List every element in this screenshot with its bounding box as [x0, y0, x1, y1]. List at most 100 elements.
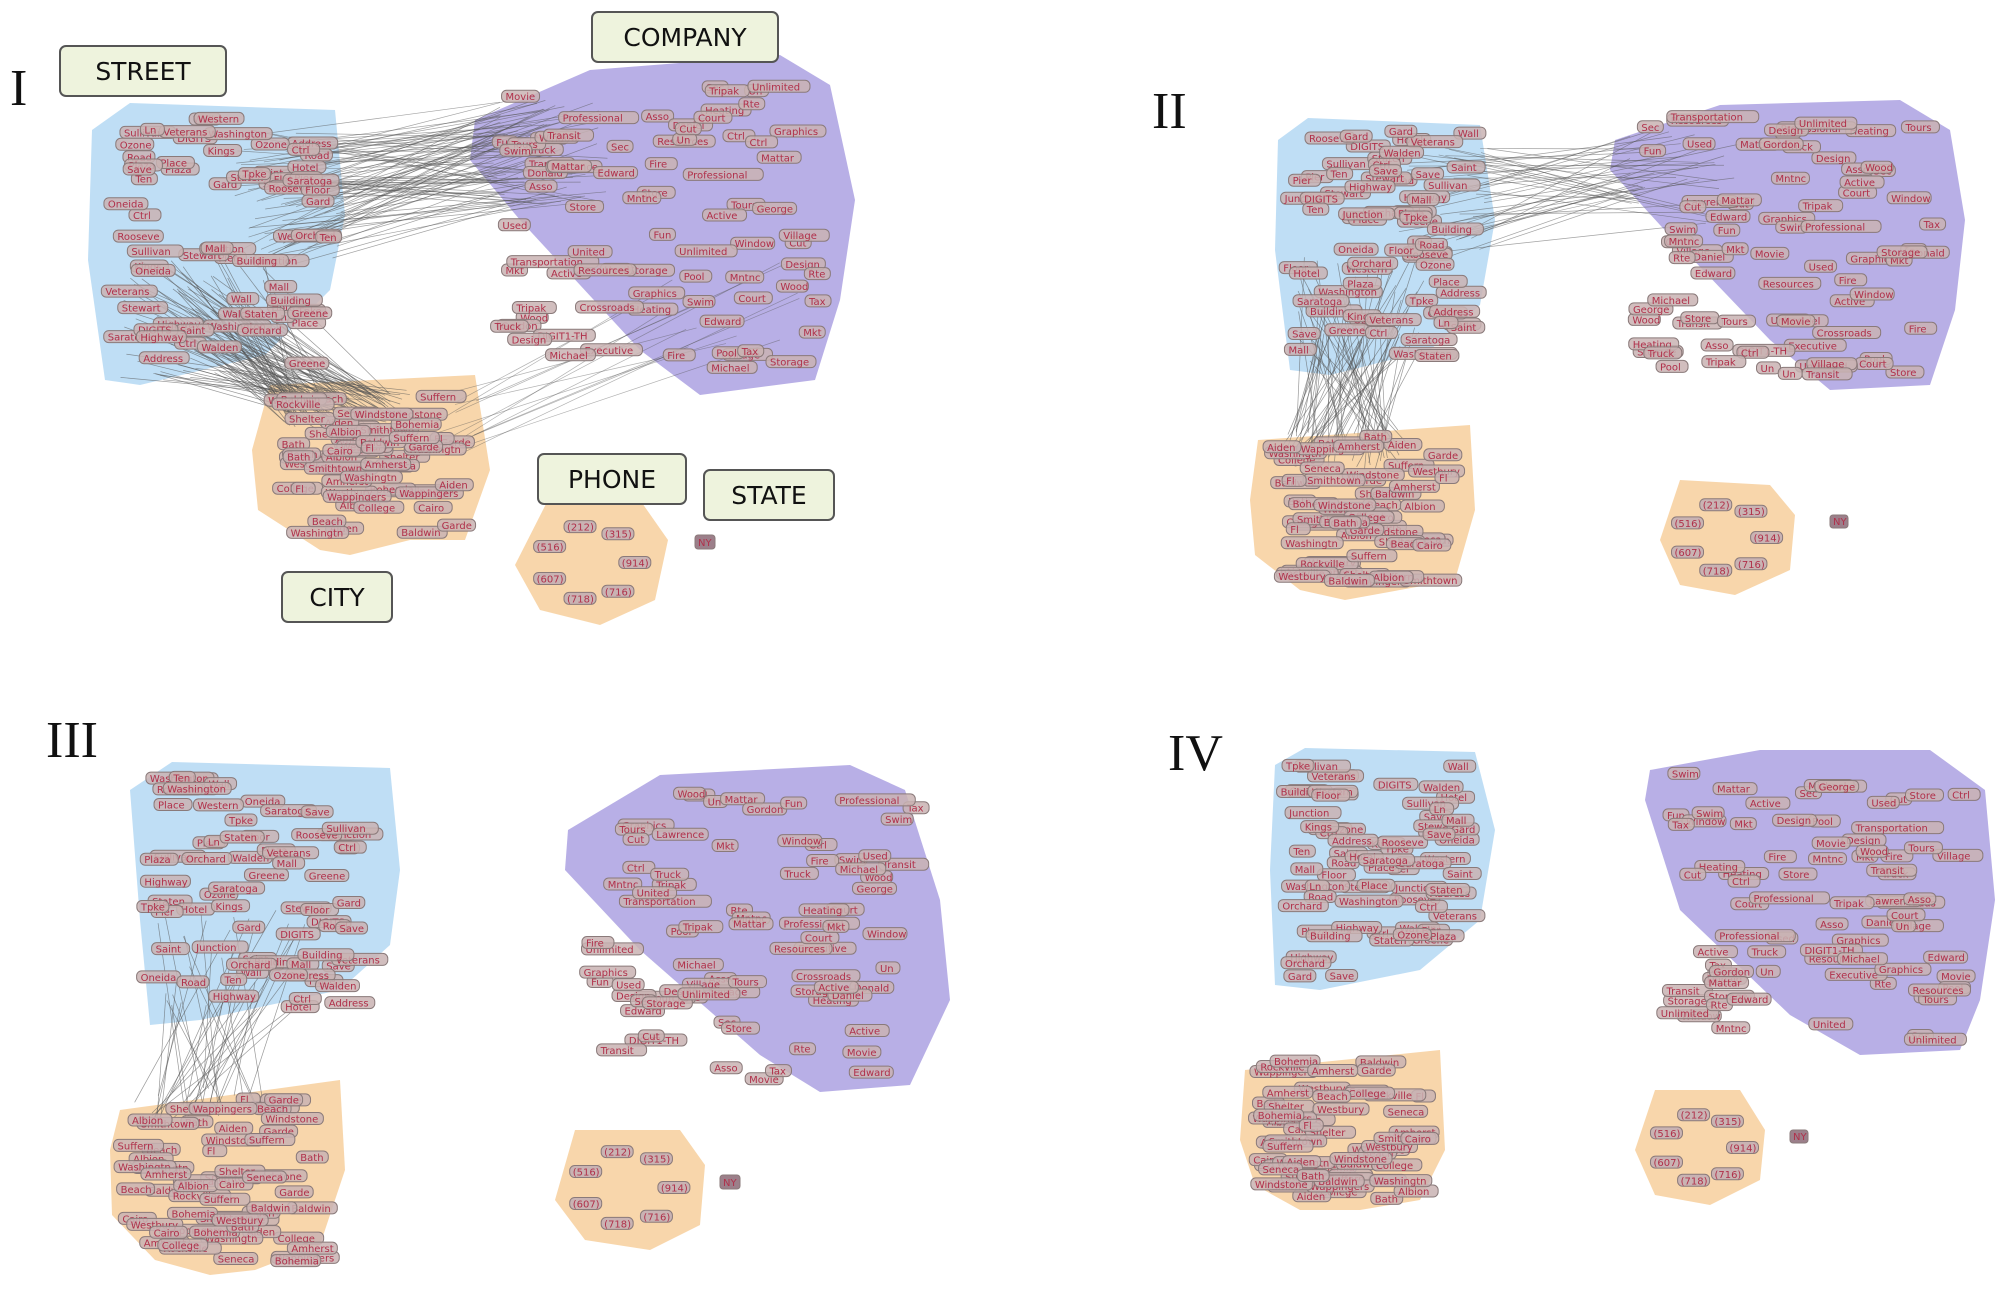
company-node: Mattar — [547, 159, 593, 173]
svg-text:Tax: Tax — [906, 804, 924, 815]
phone-node: (716) — [639, 1209, 673, 1223]
street-node: Staten — [240, 306, 286, 320]
svg-text:Truck: Truck — [783, 869, 811, 880]
company-node: Tax — [737, 344, 765, 358]
svg-text:Asso: Asso — [1908, 895, 1931, 906]
company-node: Asso — [1903, 892, 1937, 906]
svg-text:Ctrl: Ctrl — [133, 211, 151, 222]
svg-text:Garde: Garde — [269, 1096, 299, 1107]
svg-text:Garde: Garde — [1428, 451, 1458, 462]
street-node: Tpke — [1281, 758, 1315, 772]
edge-line — [151, 1008, 258, 1114]
company-node: Swim — [1664, 222, 1698, 236]
svg-text:Greene: Greene — [289, 359, 325, 370]
svg-text:Rockville: Rockville — [1300, 560, 1344, 571]
city-node: Windstone — [1313, 498, 1377, 512]
svg-text:Junction: Junction — [1288, 809, 1329, 820]
city-node: Westbury — [1312, 1102, 1370, 1116]
svg-text:Professional: Professional — [839, 796, 899, 807]
street-node: DIGITS — [1373, 777, 1419, 791]
company-node: Court — [693, 110, 733, 124]
svg-text:Cut: Cut — [789, 239, 806, 250]
svg-text:Walden: Walden — [319, 982, 356, 993]
edge-line — [192, 960, 300, 1106]
street-node: Highway — [1344, 180, 1396, 194]
svg-text:Save: Save — [1427, 830, 1452, 841]
company-node: Asso — [524, 179, 558, 193]
svg-text:Crossroads: Crossroads — [796, 972, 851, 983]
svg-text:Amherst: Amherst — [145, 1170, 187, 1181]
svg-text:College: College — [1349, 1089, 1386, 1100]
edge-line — [414, 262, 780, 457]
company-node: Unlimited — [677, 987, 741, 1001]
svg-text:(716): (716) — [643, 1212, 670, 1223]
street-node: Kings — [203, 143, 243, 157]
svg-text:Fire: Fire — [1909, 324, 1927, 335]
svg-text:Transit: Transit — [1870, 866, 1904, 877]
street-node: Sullivan — [1423, 178, 1481, 192]
svg-text:Mattar: Mattar — [552, 162, 586, 173]
svg-text:Washingtn: Washingtn — [291, 528, 344, 539]
svg-text:Building: Building — [270, 296, 311, 307]
edge-line — [189, 966, 257, 1108]
svg-text:Place: Place — [1433, 277, 1460, 288]
svg-text:Design: Design — [512, 335, 547, 346]
svg-text:Rte: Rte — [1673, 254, 1690, 265]
company-node: Swim — [880, 812, 914, 826]
svg-text:(716): (716) — [605, 587, 632, 598]
svg-text:Truck: Truck — [654, 870, 682, 881]
svg-text:Used: Used — [1871, 798, 1896, 809]
city-node: Smithtown — [1302, 473, 1366, 487]
svg-text:Mall: Mall — [1295, 865, 1315, 876]
svg-text:Bath: Bath — [1301, 1171, 1324, 1182]
city-node: Seneca — [213, 1252, 259, 1266]
svg-text:Baldwin: Baldwin — [1375, 489, 1414, 500]
svg-text:Mattar: Mattar — [725, 795, 759, 806]
edge-line — [1331, 280, 1425, 448]
svg-text:Cairo: Cairo — [1417, 541, 1443, 552]
svg-text:Mntnc: Mntnc — [1669, 237, 1700, 248]
company-node: Tripak — [1701, 355, 1747, 369]
company-node: Un — [1755, 964, 1781, 978]
svg-text:Court: Court — [738, 294, 766, 305]
phone-node: (914) — [1726, 1141, 1759, 1155]
company-node: Tripak — [511, 301, 557, 315]
svg-text:Orchard: Orchard — [186, 855, 226, 866]
company-node: Unlimited — [674, 244, 738, 258]
svg-text:Ten: Ten — [1330, 170, 1348, 181]
svg-text:Hotel: Hotel — [292, 163, 319, 174]
svg-text:(212): (212) — [567, 523, 594, 534]
edge-line — [1405, 222, 1706, 257]
svg-text:Sullivan: Sullivan — [326, 824, 365, 835]
svg-text:Mattar: Mattar — [733, 920, 767, 931]
company-node: Village — [1932, 848, 1984, 862]
city-node: Albion — [127, 1113, 173, 1127]
svg-text:Wood: Wood — [1865, 163, 1893, 174]
company-node: Mntnc — [622, 191, 662, 205]
svg-text:Building: Building — [1310, 307, 1351, 318]
city-label-text: CITY — [309, 583, 365, 612]
city-node: Washingtn — [1369, 1174, 1433, 1188]
svg-text:Windstone: Windstone — [1318, 501, 1371, 512]
svg-text:Ozone: Ozone — [1397, 930, 1429, 941]
svg-text:Save: Save — [326, 962, 351, 973]
city-node: Amherst — [1262, 1085, 1314, 1099]
edge-line — [304, 179, 527, 200]
svg-text:Active: Active — [551, 269, 582, 280]
svg-text:(718): (718) — [1681, 1176, 1708, 1187]
company-node: Tours — [1717, 314, 1757, 328]
panel-numeral: II — [1152, 83, 1187, 140]
svg-text:Tpke: Tpke — [228, 816, 253, 827]
svg-text:Swim: Swim — [839, 856, 866, 867]
svg-text:Westbury: Westbury — [1317, 1105, 1364, 1116]
company-category-label: COMPANY — [591, 11, 779, 63]
company-node: Swim — [499, 143, 533, 157]
svg-text:(718): (718) — [567, 594, 594, 605]
svg-text:Rte: Rte — [808, 270, 825, 281]
street-node: Greene — [304, 869, 350, 883]
city-node: Suffern — [199, 1192, 251, 1206]
svg-text:Albion: Albion — [1373, 573, 1404, 584]
company-node: Transit — [596, 1043, 648, 1057]
company-node: Lawrence — [651, 827, 709, 841]
svg-text:Tripak: Tripak — [655, 880, 686, 891]
